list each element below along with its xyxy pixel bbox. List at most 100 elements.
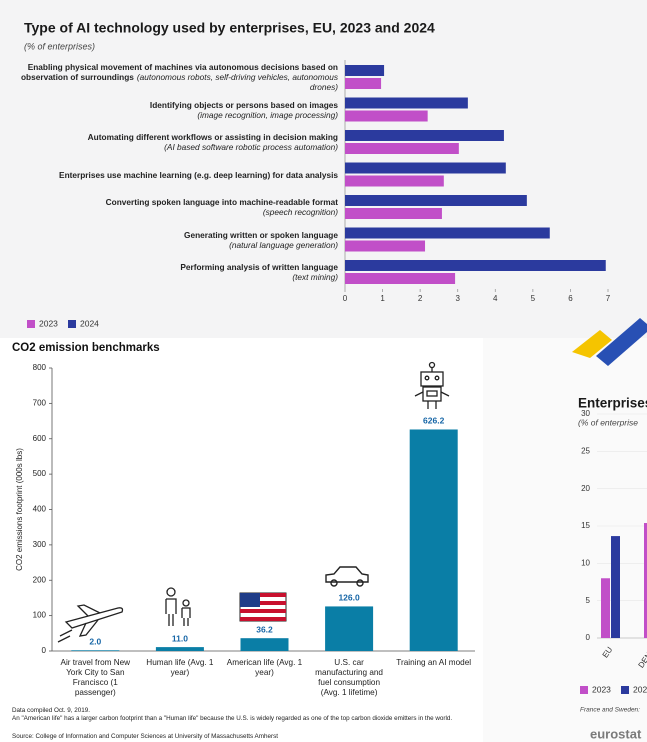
x-tick-label: 0 bbox=[343, 294, 348, 303]
bar bbox=[345, 260, 606, 271]
chart-subtitle: (% of enterprise bbox=[578, 417, 638, 427]
bar bbox=[345, 208, 442, 219]
category-name: Identifying objects or persons based on … bbox=[150, 100, 338, 110]
y-tick-label: 800 bbox=[33, 363, 47, 372]
x-tick-label: 2 bbox=[418, 294, 423, 303]
legend-label: 2023 bbox=[39, 318, 58, 328]
x-tick-label: Air travel from New York City to San Fra… bbox=[55, 658, 135, 698]
y-tick-label: 5 bbox=[586, 596, 591, 605]
bar bbox=[156, 647, 204, 651]
x-tick-label: Training an AI model bbox=[394, 658, 474, 668]
category-name: Converting spoken language into machine-… bbox=[106, 197, 338, 207]
bar bbox=[601, 578, 610, 638]
y-tick-label: 100 bbox=[33, 611, 47, 620]
category-text: Generating written or spoken language(na… bbox=[184, 230, 338, 250]
y-tick-label: 400 bbox=[33, 505, 47, 514]
legend-swatch bbox=[68, 320, 76, 328]
footnote: Data compiled Oct. 9, 2019. bbox=[12, 707, 487, 715]
category-text: Enabling physical movement of machines v… bbox=[0, 62, 338, 92]
bar bbox=[345, 130, 504, 141]
value-label: 2.0 bbox=[89, 637, 101, 647]
x-tick-label: 5 bbox=[531, 294, 536, 303]
y-tick-label: 10 bbox=[581, 558, 590, 567]
y-tick-label: 15 bbox=[581, 521, 590, 530]
chart-subtitle: (% of enterprises) bbox=[24, 41, 95, 51]
value-label: 36.2 bbox=[256, 624, 273, 634]
icon-car bbox=[326, 567, 368, 586]
chart-title: Type of AI technology used by enterprise… bbox=[24, 20, 435, 36]
value-label: 11.0 bbox=[172, 633, 188, 643]
footnote: Source: College of Information and Compu… bbox=[12, 733, 487, 741]
bar bbox=[345, 65, 384, 76]
icon-flag bbox=[240, 593, 286, 621]
category-label: Generating written or spoken language(na… bbox=[0, 226, 338, 254]
category-name: Enterprises use machine learning (e.g. d… bbox=[59, 170, 338, 180]
x-tick-label: U.S. car manufacturing and fuel consumpt… bbox=[309, 658, 389, 698]
legend-label: 2024 bbox=[633, 684, 647, 694]
y-tick-label: 0 bbox=[42, 646, 47, 655]
y-tick-label: 25 bbox=[581, 446, 590, 455]
x-tick-label: 1 bbox=[380, 294, 385, 303]
legend-swatch bbox=[580, 686, 588, 694]
source-logo: eurostat bbox=[590, 726, 642, 741]
category-detail: (speech recognition) bbox=[106, 207, 338, 217]
value-label: 126.0 bbox=[338, 593, 360, 603]
value-label: 626.2 bbox=[423, 416, 445, 426]
legend-swatch bbox=[27, 320, 35, 328]
bar bbox=[345, 98, 468, 109]
y-tick-label: 0 bbox=[586, 633, 591, 642]
bar bbox=[345, 228, 550, 239]
x-tick-label: Human life (Avg. 1 year) bbox=[140, 658, 220, 678]
category-label: Performing analysis of written language(… bbox=[0, 258, 338, 286]
category-text: Converting spoken language into machine-… bbox=[106, 197, 338, 217]
x-tick-label: 3 bbox=[455, 294, 460, 303]
y-axis-label: CO2 emissions footprint (000s lbs) bbox=[15, 448, 24, 571]
legend-label: 2023 bbox=[592, 684, 611, 694]
bar bbox=[345, 176, 444, 187]
bar bbox=[345, 78, 381, 89]
icon-robot bbox=[415, 363, 449, 410]
category-detail: (natural language generation) bbox=[184, 240, 338, 250]
category-name: Generating written or spoken language bbox=[184, 230, 338, 240]
category-text: Identifying objects or persons based on … bbox=[150, 100, 338, 120]
category-detail: (autonomous robots, self-driving vehicle… bbox=[137, 72, 338, 92]
category-label: Enabling physical movement of machines v… bbox=[0, 63, 338, 91]
bar bbox=[345, 273, 455, 284]
category-detail: (text mining) bbox=[180, 272, 338, 282]
category-label: Enterprises use machine learning (e.g. d… bbox=[0, 161, 338, 189]
bar bbox=[345, 195, 527, 206]
bar bbox=[241, 638, 289, 651]
category-text: Performing analysis of written language(… bbox=[180, 262, 338, 282]
category-label: Identifying objects or persons based on … bbox=[0, 96, 338, 124]
y-tick-label: 700 bbox=[33, 398, 47, 407]
y-tick-label: 20 bbox=[581, 484, 590, 493]
x-tick-label: 7 bbox=[606, 294, 611, 303]
y-tick-label: 200 bbox=[33, 575, 47, 584]
category-detail: (image recognition, image processing) bbox=[150, 110, 338, 120]
bar bbox=[345, 241, 425, 252]
legend-swatch bbox=[621, 686, 629, 694]
bar bbox=[410, 429, 458, 651]
category-name: Automating different workflows or assist… bbox=[88, 132, 338, 142]
x-tick-label: 4 bbox=[493, 294, 498, 303]
icon-people bbox=[166, 588, 190, 626]
screenshot: Type of AI technology used by enterprise… bbox=[0, 0, 647, 742]
y-tick-label: 500 bbox=[33, 469, 47, 478]
footnote: France and Sweden: bbox=[580, 707, 640, 714]
category-text: Automating different workflows or assist… bbox=[88, 132, 338, 152]
bar bbox=[345, 163, 506, 174]
y-tick-label: 30 bbox=[581, 409, 590, 418]
x-tick-label: American life (Avg. 1 year) bbox=[225, 658, 305, 678]
legend-label: 2024 bbox=[80, 318, 99, 328]
category-name: Performing analysis of written language bbox=[180, 262, 338, 272]
bar bbox=[325, 606, 373, 651]
x-tick-label: 6 bbox=[568, 294, 573, 303]
category-label: Automating different workflows or assist… bbox=[0, 128, 338, 156]
bar bbox=[71, 650, 119, 651]
category-detail: (AI based software robotic process autom… bbox=[88, 142, 338, 152]
chart-title: CO2 emission benchmarks bbox=[12, 342, 160, 354]
footnote: An "American life" has a larger carbon f… bbox=[12, 715, 487, 723]
bar bbox=[345, 143, 459, 154]
y-tick-label: 300 bbox=[33, 540, 47, 549]
y-tick-label: 600 bbox=[33, 434, 47, 443]
